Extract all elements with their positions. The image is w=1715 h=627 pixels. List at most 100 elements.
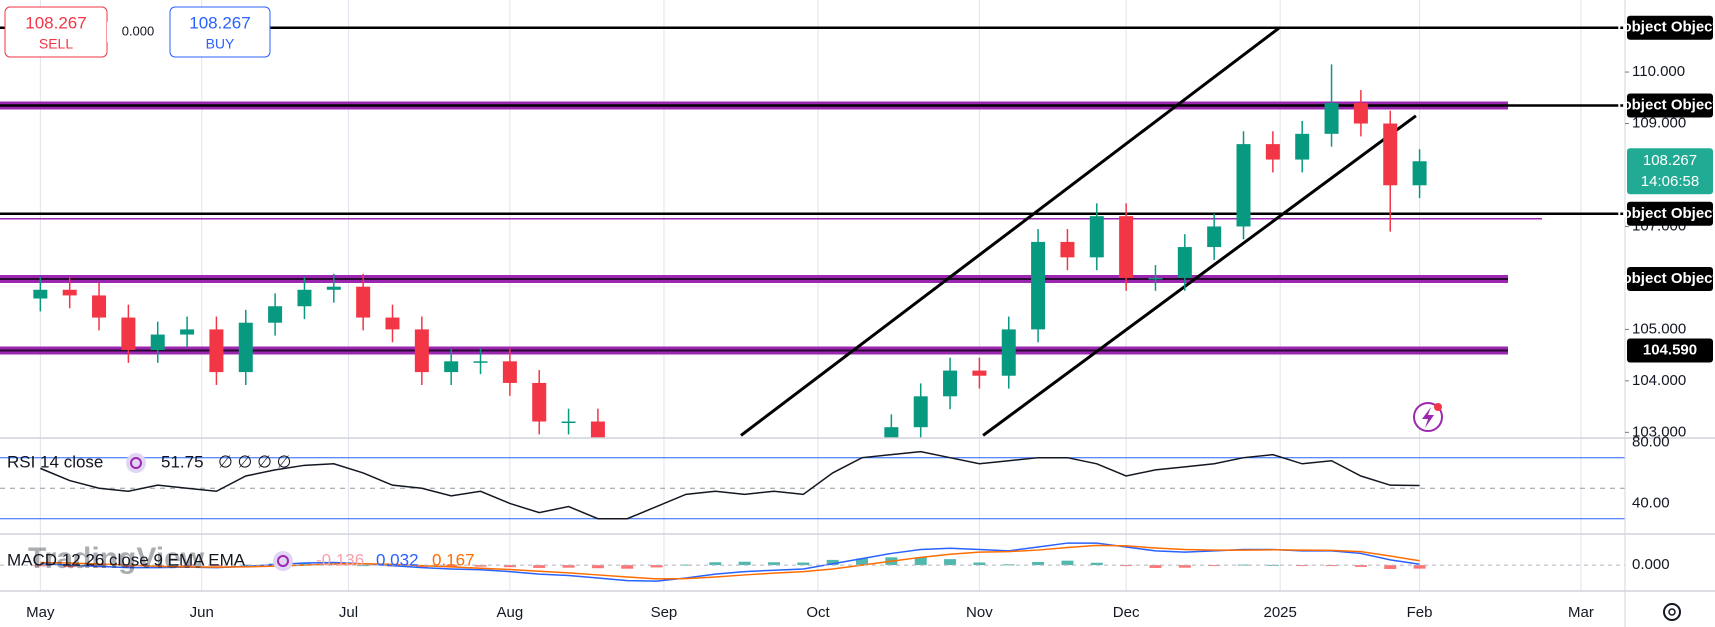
candle-body <box>561 421 576 424</box>
macd-histogram-bar <box>562 565 575 568</box>
current-price: 108.267 <box>1643 152 1697 169</box>
macd-legend-signal: 0.167 <box>432 550 475 569</box>
macd-histogram-bar <box>1208 565 1221 567</box>
x-tick-label: May <box>26 604 55 621</box>
macd-icon[interactable] <box>273 551 293 571</box>
macd-histogram-bar <box>1296 565 1309 567</box>
candle-body <box>473 361 488 363</box>
candle-body <box>972 370 987 376</box>
level-label: [object Object] <box>1617 96 1715 113</box>
candle-body <box>1295 133 1310 160</box>
macd-icon-ring <box>277 555 289 567</box>
trendline <box>740 27 1280 437</box>
candle-body <box>1324 102 1339 134</box>
rsi-icon[interactable] <box>126 453 146 473</box>
macd-histogram-bar <box>122 565 135 568</box>
candle-body <box>62 289 77 296</box>
y-tick-label: 104.000 <box>1632 372 1686 389</box>
macd-histogram-bar <box>533 565 546 568</box>
x-tick-label: Jun <box>190 604 214 621</box>
macd-histogram-bar <box>914 557 927 566</box>
level-label: [object Object] <box>1617 270 1715 287</box>
x-tick-label: Feb <box>1407 604 1433 621</box>
x-tick-label: Sep <box>651 604 678 621</box>
signal-line <box>40 544 1420 580</box>
x-tick-label: Jul <box>339 604 358 621</box>
x-tick-label: Nov <box>966 604 993 621</box>
candle-body <box>297 289 312 307</box>
rsi-legend-value: 51.75 <box>161 452 204 471</box>
sell-label: SELL <box>39 36 73 52</box>
watermark: TradingView <box>28 542 205 575</box>
macd-histogram-bar <box>474 565 487 567</box>
level-label-box <box>1627 201 1713 226</box>
candle-body <box>590 421 605 438</box>
macd-histogram-bar <box>767 562 780 566</box>
candle-body <box>268 306 283 323</box>
macd-histogram-bar <box>1120 565 1133 567</box>
macd-histogram-bar <box>591 565 604 569</box>
spread-box <box>107 22 170 42</box>
trendline <box>982 114 1417 437</box>
macd-histogram-bar <box>34 565 47 567</box>
x-tick-label: Mar <box>1568 604 1594 621</box>
candle-body <box>1148 277 1163 280</box>
macd-histogram-bar <box>1354 565 1367 567</box>
grid <box>39 0 1582 591</box>
candle-body <box>1236 144 1251 227</box>
level-label-box <box>1627 15 1713 40</box>
candle-body <box>180 329 195 335</box>
x-tick-label: Oct <box>806 604 830 621</box>
macd-histogram-bar <box>973 562 986 566</box>
macd-histogram-bar <box>445 565 458 568</box>
level-label: 104.590 <box>1643 341 1697 358</box>
y-tick-label: 80.00 <box>1632 433 1670 450</box>
candle-body <box>326 286 341 290</box>
macd-legend-name: MACD 12 26 close 9 EMA EMA <box>7 550 246 569</box>
candle-body <box>884 427 899 438</box>
candle-body <box>1177 247 1192 278</box>
candle-body <box>238 322 253 373</box>
candle-body <box>356 286 371 318</box>
macd-legend-hist: -0.136 <box>316 550 364 569</box>
level-label: [object Object] <box>1617 19 1715 36</box>
alert-bolt <box>1422 407 1434 428</box>
candle-body <box>1001 329 1016 376</box>
candle-body <box>1383 123 1398 186</box>
macd-histogram-bar <box>1090 562 1103 566</box>
macd-legend-macd: 0.032 <box>376 550 419 569</box>
macd-histogram-bar <box>63 565 76 568</box>
macd-histogram-bar <box>738 561 751 566</box>
candle-body <box>532 382 547 422</box>
buy-button[interactable] <box>169 6 271 58</box>
buy-price: 108.267 <box>189 13 250 32</box>
candle-body <box>150 334 165 350</box>
alert-dot <box>1434 403 1442 411</box>
macd-histogram-bar <box>1149 565 1162 568</box>
y-tick-label: 0.000 <box>1632 556 1670 573</box>
level-label-box <box>1627 267 1713 292</box>
price-pane <box>0 26 1625 438</box>
settings-icon-center <box>1668 608 1676 616</box>
settings-icon[interactable] <box>1663 603 1681 621</box>
candle-body <box>414 329 429 373</box>
macd-histogram-bar <box>709 562 722 566</box>
x-tick-label: Dec <box>1113 604 1140 621</box>
rsi-legend-name: RSI 14 close <box>7 452 103 471</box>
y-tick-label: 105.000 <box>1632 320 1686 337</box>
candle-body <box>209 329 224 373</box>
x-tick-label: Aug <box>497 604 524 621</box>
indicator-panes <box>0 450 1625 582</box>
y-tick-label: 109.000 <box>1632 114 1686 131</box>
candle-body <box>1060 241 1075 258</box>
macd-histogram-bar <box>1413 565 1426 569</box>
y-tick-label: 110.000 <box>1632 63 1685 80</box>
macd-histogram-bar <box>1384 565 1397 569</box>
candle-body <box>502 361 517 383</box>
candle-body <box>1353 102 1368 124</box>
macd-line <box>40 542 1420 582</box>
candle-body <box>92 295 107 318</box>
candle-body <box>913 396 928 428</box>
candle-body <box>943 370 958 397</box>
